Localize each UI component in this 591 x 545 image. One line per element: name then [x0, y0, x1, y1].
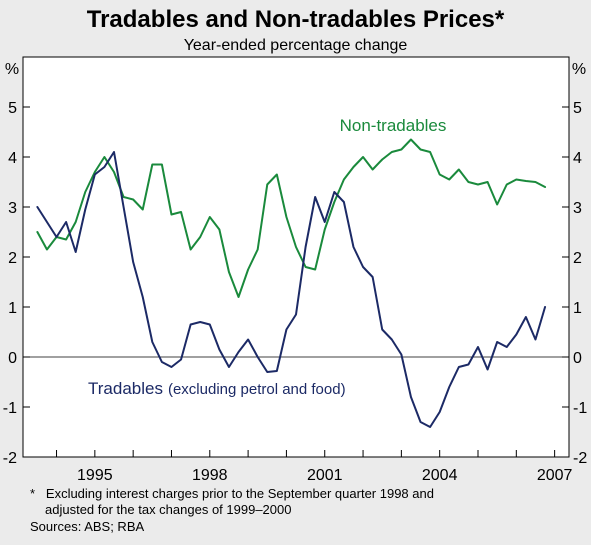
y-tick-label-left: 3 [8, 200, 17, 217]
y-tick-label-right: 2 [573, 250, 582, 267]
y-axis-right: -2 -1 0 1 2 3 4 5 [562, 100, 587, 467]
footnote-line-2: adjusted for the tax changes of 1999–200… [45, 502, 291, 517]
series-lines [36, 138, 547, 428]
y-tick-label-right: 5 [573, 100, 582, 117]
y-tick-label-left: 5 [8, 100, 17, 117]
x-tick-label: 1998 [192, 467, 228, 484]
footnote-line-1: * Excluding interest charges prior to th… [30, 486, 434, 501]
plot-area [22, 56, 570, 458]
y-tick-label-left: 0 [8, 350, 17, 367]
y-axis-left: -2 -1 0 1 2 3 4 5 [3, 100, 30, 467]
chart-subtitle: Year-ended percentage change [184, 37, 408, 54]
y-tick-label-left: -2 [3, 450, 17, 467]
y-tick-label-right: 1 [573, 300, 582, 317]
series-label-tradables-name: Tradables [88, 379, 163, 398]
y-axis-unit-right: % [572, 61, 586, 78]
y-tick-label-left: -1 [3, 400, 17, 417]
x-tick-label: 2001 [307, 467, 343, 484]
y-tick-label-right: 4 [573, 150, 582, 167]
y-tick-label-left: 2 [8, 250, 17, 267]
y-axis-unit-left: % [5, 61, 19, 78]
y-tick-label-right: -1 [573, 400, 587, 417]
series-line-tradables [36, 151, 547, 428]
y-tick-label-right: -2 [573, 450, 587, 467]
x-tick-label: 2007 [537, 467, 573, 484]
series-label-non-tradables: Non-tradables [340, 116, 447, 135]
y-tick-label-left: 4 [8, 150, 17, 167]
y-tick-label-left: 1 [8, 300, 17, 317]
y-tick-label-right: 0 [573, 350, 582, 367]
series-label-tradables: Tradables (excluding petrol and food) [88, 379, 346, 398]
x-tick-label: 2004 [422, 467, 458, 484]
x-axis: 1995 1998 2001 2004 2007 [56, 450, 573, 484]
series-label-tradables-suffix: (excluding petrol and food) [168, 381, 346, 398]
chart-title: Tradables and Non-tradables Prices* [87, 6, 505, 33]
sources-note: Sources: ABS; RBA [30, 519, 144, 534]
y-tick-label-right: 3 [573, 200, 582, 217]
x-tick-label: 1995 [77, 467, 113, 484]
